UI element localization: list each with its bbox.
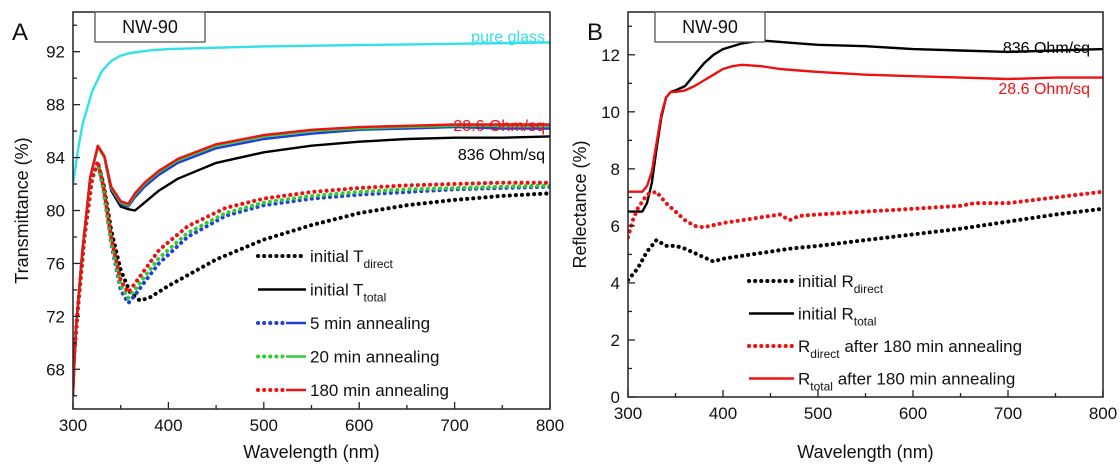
series-line-7-dotted xyxy=(73,160,550,372)
legend-label-subscript: total xyxy=(810,380,833,394)
legend-label: initial Rdirect xyxy=(798,272,884,296)
x-tick-label: 800 xyxy=(1089,404,1117,423)
legend-label-suffix: after 180 min annealing xyxy=(840,337,1022,356)
x-tick-label: 400 xyxy=(154,416,182,435)
legend-label-main: 180 min annealing xyxy=(310,381,449,400)
x-tick-label: 800 xyxy=(536,416,564,435)
panel-b: 300 400 500 600 700 800 0 2 4 6 8 10 12 Wavelength (n… xyxy=(570,11,1117,462)
y-axis-label: Reflectance (%) xyxy=(570,140,590,268)
annotation-black-sheet: 836 Ohm/sq xyxy=(1003,40,1090,57)
x-tick-label: 500 xyxy=(250,416,278,435)
series-group xyxy=(73,41,550,396)
sample-label-box xyxy=(654,11,766,43)
legend-label-main: 5 min annealing xyxy=(310,314,430,333)
x-tick-label: 700 xyxy=(440,416,468,435)
annotation-red-sheet: 28.6 Ohm/sq xyxy=(998,81,1090,98)
legend-label: Rtotal after 180 min annealing xyxy=(798,370,1015,394)
x-tick-label: 700 xyxy=(994,404,1022,423)
legend-label-main: initial R xyxy=(798,305,854,324)
legend-label-main: initial R xyxy=(798,272,854,291)
y-tick-label: 6 xyxy=(611,217,620,236)
legend-label-subscript: direct xyxy=(854,282,884,296)
series-group xyxy=(628,39,1103,283)
annotation-red-sheet: 28.6 Ohm/sq xyxy=(453,118,545,135)
sample-label: NW-90 xyxy=(122,17,178,37)
legend-label-subscript: direct xyxy=(364,257,394,271)
panel-letter: B xyxy=(587,19,603,46)
legend-label-main: R xyxy=(798,370,810,389)
legend-label: initial Ttotal xyxy=(310,281,386,305)
legend-label: initial Tdirect xyxy=(310,247,394,271)
x-axis-label: Wavelength (nm) xyxy=(797,442,933,462)
series-line-0-solid xyxy=(73,41,550,185)
panel-letter: A xyxy=(12,19,28,46)
legend-label: 5 min annealing xyxy=(310,314,430,333)
series-line-3-dotted xyxy=(628,189,1103,240)
series-line-0-solid xyxy=(628,39,1103,213)
y-tick-label: 92 xyxy=(46,43,65,62)
annotation-pure-glass: pure glass xyxy=(471,29,545,46)
series-line-8-dotted xyxy=(73,159,550,372)
x-tick-label: 600 xyxy=(899,404,927,423)
legend-label-suffix: after 180 min annealing xyxy=(833,370,1015,389)
y-tick-label: 10 xyxy=(601,103,620,122)
legend-label: 180 min annealing xyxy=(310,381,449,400)
sample-label-box xyxy=(94,11,206,43)
y-tick-label: 88 xyxy=(46,96,65,115)
legend-label-main: initial T xyxy=(310,247,364,266)
x-tick-label: 300 xyxy=(59,416,87,435)
series-line-5-dotted xyxy=(73,160,550,372)
y-tick-label: 72 xyxy=(46,307,65,326)
legend-label-subscript: total xyxy=(854,315,877,329)
y-tick-label: 76 xyxy=(46,254,65,273)
series-line-2-dotted xyxy=(628,206,1103,283)
annotation-black-sheet: 836 Ohm/sq xyxy=(458,147,545,164)
y-tick-label: 4 xyxy=(611,274,620,293)
sample-label: NW-90 xyxy=(682,17,738,37)
x-tick-label: 400 xyxy=(709,404,737,423)
legend-label: Rdirect after 180 min annealing xyxy=(798,337,1022,361)
y-tick-label: 80 xyxy=(46,202,65,221)
x-tick-label: 300 xyxy=(614,404,642,423)
legend-label: initial Rtotal xyxy=(798,305,876,329)
legend-label-subscript: direct xyxy=(810,347,840,361)
series-line-4-solid xyxy=(73,123,550,396)
legend-label-main: initial T xyxy=(310,281,364,300)
legend-label-main: R xyxy=(798,337,810,356)
y-tick-label: 12 xyxy=(601,46,620,65)
y-tick-label: 84 xyxy=(46,149,65,168)
legend-label: 20 min annealing xyxy=(310,348,439,367)
y-axis-label: Transmittance (%) xyxy=(12,137,32,283)
legend-label-subscript: total xyxy=(364,291,387,305)
y-tick-label: 68 xyxy=(46,360,65,379)
y-tick-label: 2 xyxy=(611,331,620,350)
series-line-1-solid xyxy=(628,63,1103,193)
y-tick-label: 8 xyxy=(611,160,620,179)
y-tick-label: 0 xyxy=(611,388,620,407)
legend-label-main: 20 min annealing xyxy=(310,348,439,367)
x-tick-label: 600 xyxy=(345,416,373,435)
panel-a: 300 400 500 600 700 800 68 72 76 80 84 88 92 Waveleng… xyxy=(12,11,564,462)
x-tick-label: 500 xyxy=(804,404,832,423)
series-line-6-dotted xyxy=(73,160,550,372)
x-axis-label: Wavelength (nm) xyxy=(243,442,379,462)
